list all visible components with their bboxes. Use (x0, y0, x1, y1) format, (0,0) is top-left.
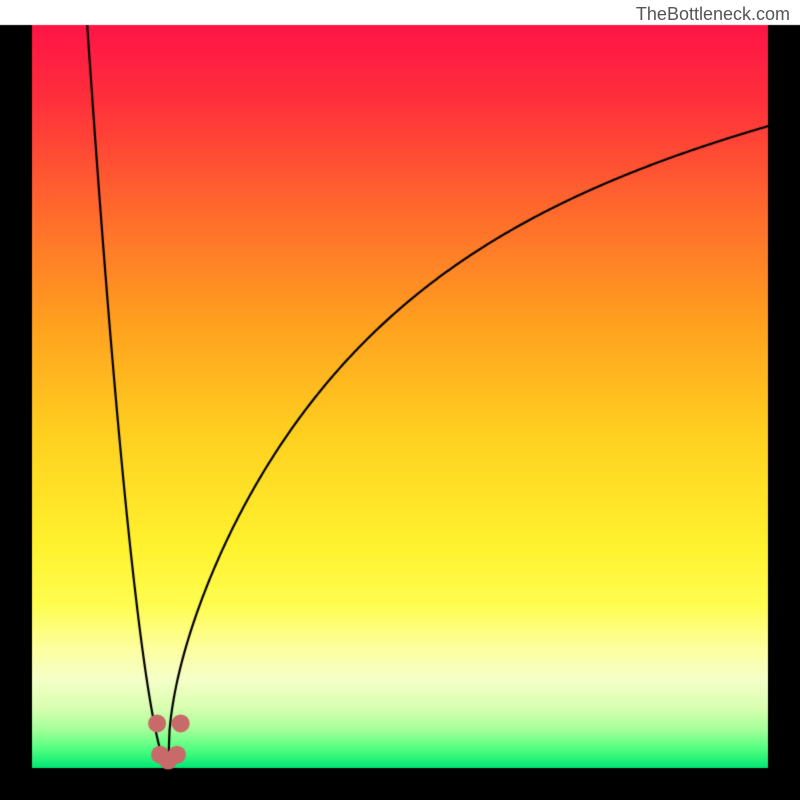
chart-container: TheBottleneck.com (0, 0, 800, 800)
bottleneck-curve-chart (0, 0, 800, 800)
watermark-text: TheBottleneck.com (636, 4, 790, 25)
